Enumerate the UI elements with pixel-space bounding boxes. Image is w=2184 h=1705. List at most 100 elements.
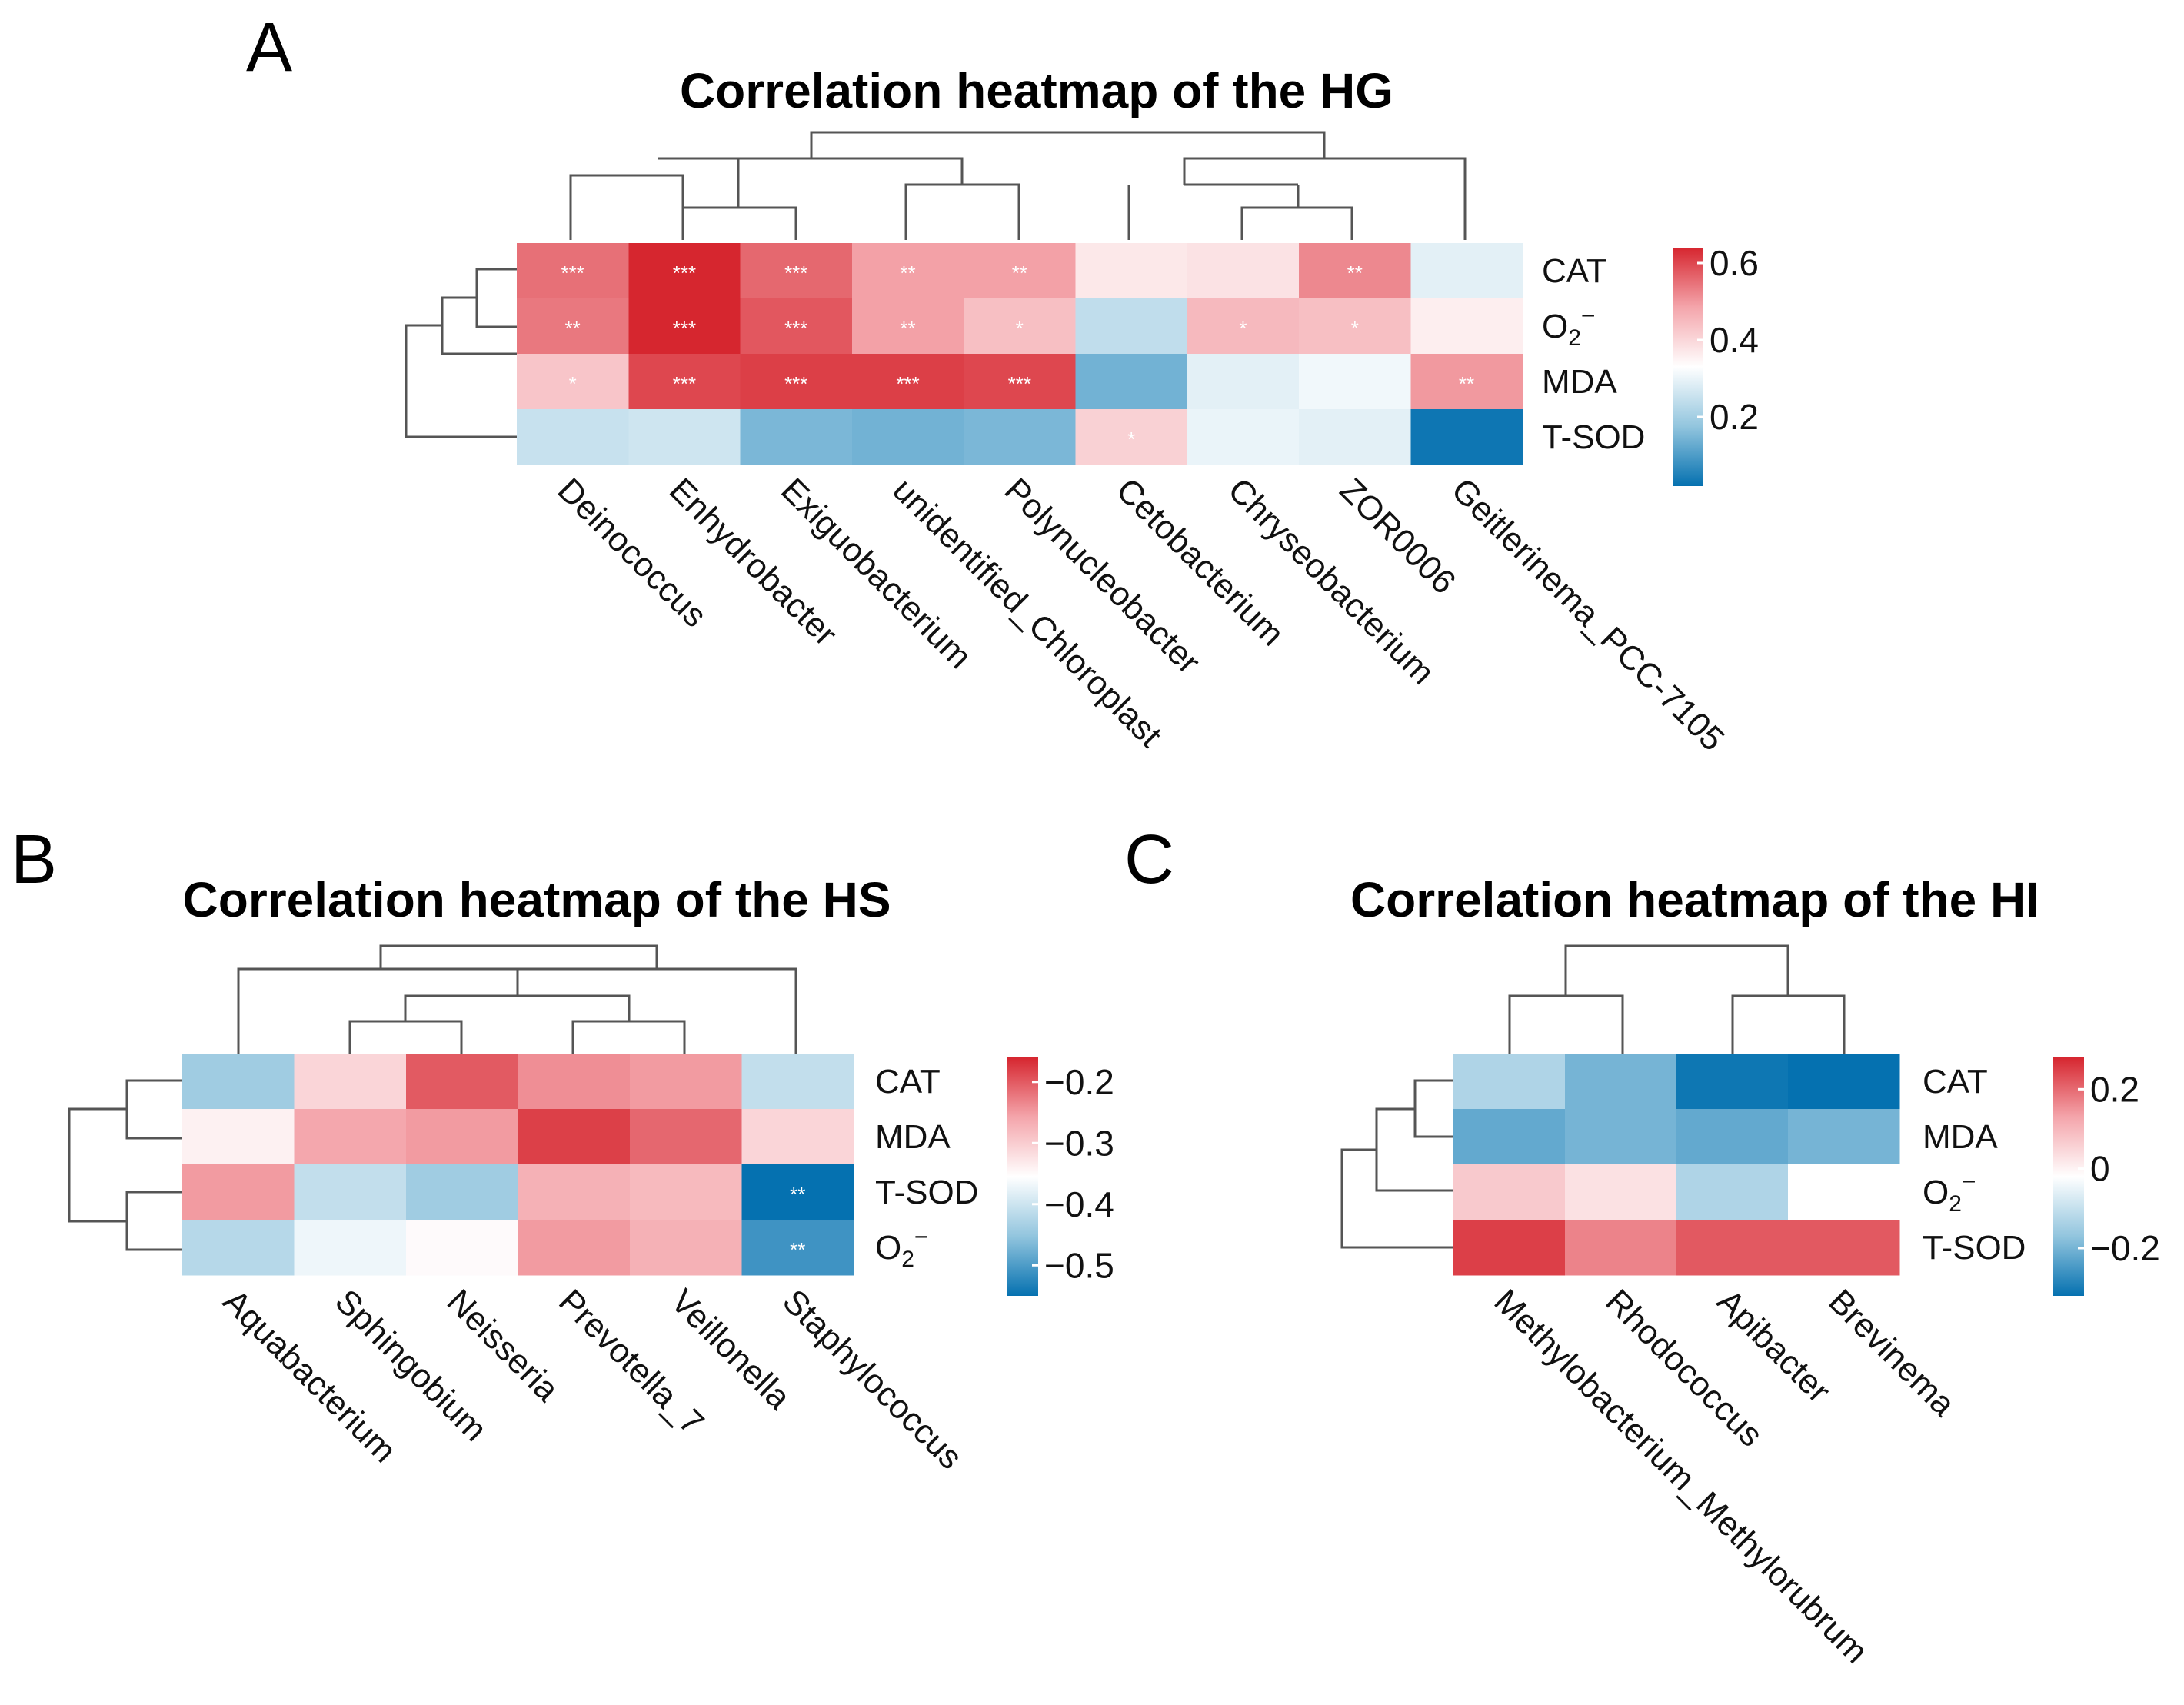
panel-b-letter: B — [11, 821, 57, 898]
legend-tick-label: −0.2 — [2090, 1228, 2160, 1268]
heatmap-cell — [294, 1164, 407, 1220]
heatmap-cell — [517, 409, 629, 465]
heatmap-cell — [1299, 243, 1411, 299]
significance-label: ** — [790, 1238, 805, 1261]
heatmap-cell — [294, 1220, 407, 1276]
significance-label: *** — [673, 261, 696, 285]
heatmap-cell — [1075, 298, 1188, 355]
panel-c-column-dendrogram — [1508, 944, 1846, 1054]
legend-tick-label: 0 — [2090, 1149, 2110, 1189]
panel-c: C Correlation heatmap of the HI CAT MDA O2… — [1124, 821, 2160, 1670]
row-label: T-SOD — [1923, 1229, 2026, 1267]
heatmap-cell — [182, 1220, 295, 1276]
heatmap-cell — [406, 1220, 519, 1276]
legend-tick-label: −0.2 — [1044, 1062, 1114, 1102]
row-label: MDA — [1542, 363, 1617, 401]
significance-label: *** — [784, 261, 807, 285]
heatmap-cell — [630, 1054, 743, 1110]
heatmap-cell — [1565, 1109, 1677, 1165]
row-label: CAT — [1542, 252, 1607, 290]
heatmap-cell — [1187, 298, 1300, 355]
heatmap-cell — [741, 1054, 854, 1110]
legend-colorbar — [1007, 1057, 1038, 1296]
significance-label: ** — [1459, 372, 1474, 395]
heatmap-cell — [740, 409, 853, 465]
heatmap-cell — [1788, 1164, 1900, 1220]
row-label: T-SOD — [1542, 418, 1645, 456]
heatmap-cell — [740, 298, 853, 355]
heatmap-cell — [406, 1109, 519, 1165]
row-label: CAT — [875, 1063, 941, 1101]
panel-b-row-dendrogram — [68, 1079, 182, 1251]
legend-tick-label: 0.6 — [1710, 243, 1759, 283]
heatmap-cell — [518, 1164, 631, 1220]
heatmap-cell — [630, 1164, 743, 1220]
row-label: MDA — [1923, 1118, 1998, 1156]
heatmap-cell — [851, 298, 964, 355]
heatmap-cell — [182, 1109, 295, 1165]
panel-b: B Correlation heatmap of the HS ** ** CAT M… — [11, 821, 1114, 1477]
heatmap-cell — [1565, 1220, 1677, 1276]
legend-tick-label: 0.4 — [1710, 320, 1759, 360]
heatmap-cell — [964, 298, 1077, 355]
panel-a-column-dendrogram — [569, 131, 1467, 240]
legend-colorbar — [1673, 248, 1703, 486]
heatmap-cell — [1565, 1054, 1677, 1110]
heatmap-cell — [1676, 1109, 1789, 1165]
significance-label: * — [569, 372, 577, 395]
significance-label: ** — [1347, 261, 1363, 285]
heatmap-cell — [518, 1220, 631, 1276]
heatmap-cell — [1410, 354, 1523, 410]
heatmap-cell — [1410, 409, 1523, 465]
heatmap-cell — [1453, 1109, 1566, 1165]
panel-b-heatmap: ****CATMDAT-SODO2−AquabacteriumSphingobi… — [182, 1054, 1114, 1477]
significance-label: *** — [784, 317, 807, 340]
heatmap-cell — [1410, 298, 1523, 355]
significance-label: * — [1016, 317, 1024, 340]
panel-a: A Correlation heatmap of the HG *** *** **… — [246, 9, 1759, 758]
heatmap-cell — [1676, 1164, 1789, 1220]
significance-label: *** — [561, 261, 584, 285]
column-label: Geitlerinema_PCC-7105 — [1444, 471, 1732, 758]
heatmap-cell — [1075, 409, 1188, 465]
significance-label: *** — [784, 372, 807, 395]
significance-label: *** — [896, 372, 919, 395]
heatmap-cell — [1453, 1054, 1566, 1110]
panel-c-letter: C — [1124, 821, 1174, 898]
heatmap-cell — [1453, 1220, 1566, 1276]
heatmap-cell — [1075, 243, 1188, 299]
panel-b-title: Correlation heatmap of the HS — [183, 872, 891, 927]
heatmap-cell — [740, 243, 853, 299]
heatmap-cell — [518, 1109, 631, 1165]
heatmap-cell — [294, 1109, 407, 1165]
row-label: MDA — [875, 1118, 951, 1156]
heatmap-cell — [851, 354, 964, 410]
significance-label: ** — [790, 1183, 805, 1206]
row-label: CAT — [1923, 1063, 1988, 1101]
heatmap-cell — [1788, 1109, 1900, 1165]
heatmap-cell — [406, 1054, 519, 1110]
column-label: Brevinema — [1821, 1282, 1963, 1424]
heatmap-cell — [1187, 243, 1300, 299]
row-label: O2− — [1923, 1167, 1976, 1217]
heatmap-cell — [740, 354, 853, 410]
column-label: Chryseobacterium — [1220, 471, 1441, 691]
legend-tick-label: −0.3 — [1044, 1123, 1114, 1163]
heatmap-cell — [628, 409, 741, 465]
heatmap-cell — [182, 1054, 295, 1110]
column-label: Staphylococcus — [775, 1282, 970, 1477]
heatmap-cell — [964, 409, 1077, 465]
panel-a-title: Correlation heatmap of the HG — [680, 63, 1393, 118]
heatmap-cell — [1676, 1054, 1789, 1110]
heatmap-cell — [628, 243, 741, 299]
legend-tick-label: 0.2 — [2090, 1069, 2139, 1109]
significance-label: *** — [673, 317, 696, 340]
significance-label: *** — [1008, 372, 1031, 395]
heatmap-cell — [851, 243, 964, 299]
heatmap-cell — [1453, 1164, 1566, 1220]
heatmap-cell — [1788, 1220, 1900, 1276]
significance-label: *** — [673, 372, 696, 395]
significance-label: ** — [900, 261, 915, 285]
heatmap-cell — [1410, 243, 1523, 299]
heatmap-cell — [741, 1164, 854, 1220]
